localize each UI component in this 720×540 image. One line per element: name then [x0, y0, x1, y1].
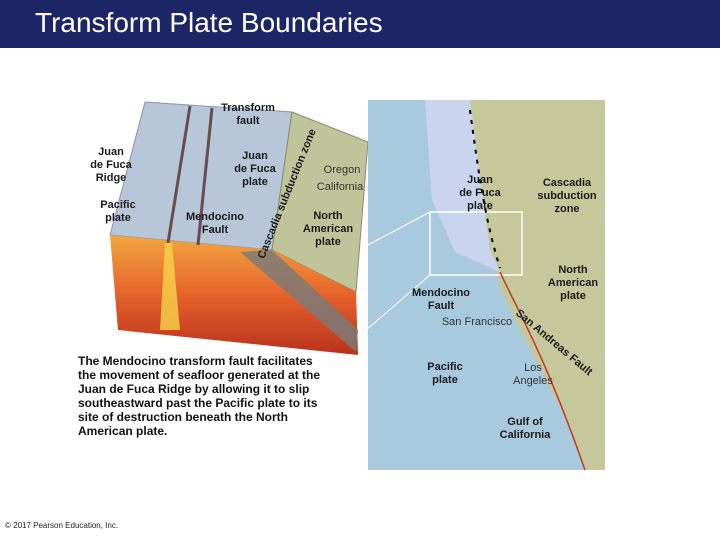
label: Juan [98, 146, 124, 158]
copyright: © 2017 Pearson Education, Inc. [5, 521, 118, 530]
label: San Francisco [442, 316, 512, 328]
label: zone [554, 203, 579, 215]
label: Ridge [96, 172, 127, 184]
label: plate [467, 200, 493, 212]
label: Cascadia [543, 177, 592, 189]
caption-line: the movement of seafloor generated at th… [78, 368, 320, 382]
label: plate [242, 176, 268, 188]
label: Fault [202, 224, 229, 236]
label: de Fuca [459, 187, 501, 199]
label: plate [315, 236, 341, 248]
label: California [500, 429, 552, 441]
label: Juan [467, 174, 493, 186]
caption-line: American plate. [78, 424, 167, 438]
label: North [558, 264, 588, 276]
label: Transform [221, 102, 275, 114]
label: Mendocino [412, 287, 470, 299]
label: Juan [242, 150, 268, 162]
label: Mendocino [186, 211, 244, 223]
title-bar [0, 0, 720, 48]
label: Angeles [513, 375, 553, 387]
label: North [313, 210, 343, 222]
label: Los [524, 362, 542, 374]
caption-line: The Mendocino transform fault facilitate… [78, 354, 313, 368]
label: Pacific [427, 361, 462, 373]
label: Fault [428, 300, 455, 312]
label: fault [236, 115, 260, 127]
label: American [303, 223, 353, 235]
label: plate [105, 212, 131, 224]
map [365, 100, 605, 471]
caption-line: southeastward past the Pacific plate to … [78, 396, 318, 410]
label: Pacific [100, 199, 135, 211]
caption-line: Juan de Fuca Ridge by allowing it to sli… [78, 382, 309, 396]
label: de Fuca [234, 163, 276, 175]
label: plate [432, 374, 458, 386]
label: de Fuca [90, 159, 132, 171]
label: California [317, 181, 364, 193]
label: Gulf of [507, 416, 543, 428]
label: subduction [537, 190, 597, 202]
label: American [548, 277, 598, 289]
block-diagram [109, 101, 369, 355]
slide-title: Transform Plate Boundaries [35, 7, 383, 38]
caption-line: site of destruction beneath the North [78, 410, 288, 424]
label: Oregon [324, 164, 361, 176]
label: plate [560, 290, 586, 302]
